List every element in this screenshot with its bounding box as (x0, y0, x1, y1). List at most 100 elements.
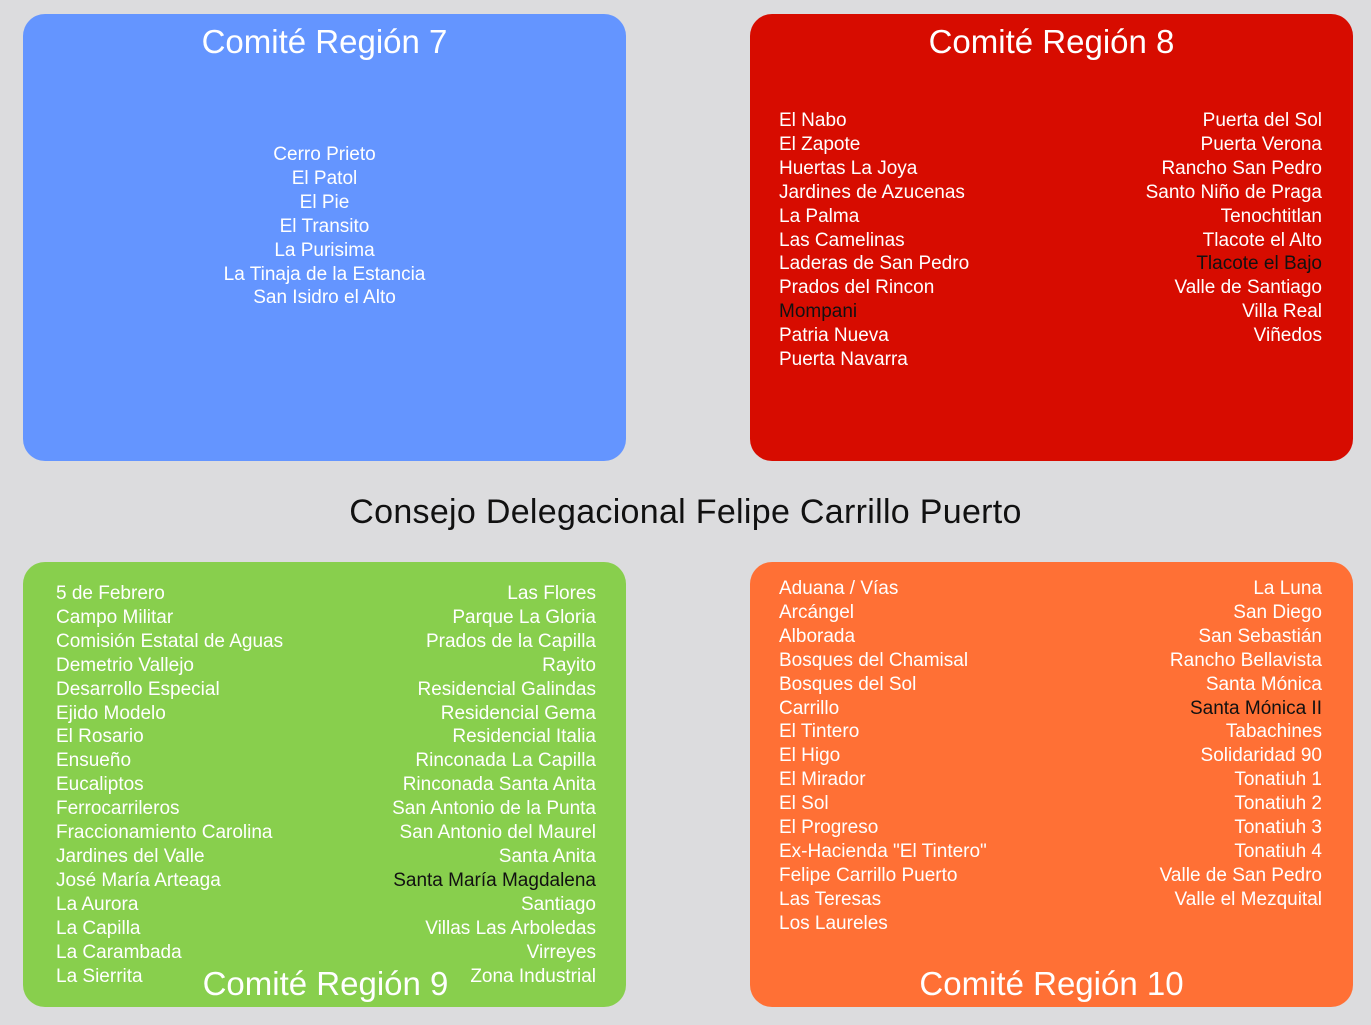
neighborhood-item: Villa Real (1242, 301, 1322, 323)
neighborhood-item: Puerta del Sol (1202, 110, 1322, 131)
region-9-title: Comité Región 9 (202, 965, 449, 1002)
neighborhood-item: Tlacote el Bajo (1196, 253, 1322, 275)
neighborhood-item: Tonatiuh 4 (1234, 840, 1322, 862)
neighborhood-item: Tlacote el Alto (1202, 229, 1322, 251)
neighborhood-item: Rancho Bellavista (1169, 649, 1322, 671)
neighborhood-item: Los Laureles (779, 912, 888, 934)
neighborhood-item: Prados de la Capilla (425, 630, 596, 652)
neighborhood-item: Huertas La Joya (779, 157, 918, 179)
neighborhood-item: Parque La Gloria (452, 606, 596, 628)
neighborhood-item: Bosques del Chamisal (779, 649, 969, 671)
neighborhood-item: Demetrio Vallejo (56, 654, 194, 676)
region-9-left-list: 5 de Febrero Campo Militar Comisión Estata… (56, 582, 283, 988)
neighborhood-item: Prados del Rincon (779, 277, 935, 299)
neighborhood-item: Las Flores (507, 583, 596, 604)
neighborhood-item: Rinconada Santa Anita (402, 774, 596, 796)
neighborhood-item: Bosques del Sol (779, 673, 917, 695)
neighborhood-item: Arcángel (779, 601, 854, 623)
neighborhood-item: El Zapote (779, 133, 861, 155)
region-10-left-list: Aduana / Vías Arcángel Alborada Bosques del… (779, 577, 987, 936)
neighborhood-item: Mompani (779, 301, 858, 323)
neighborhood-item: Felipe Carrillo Puerto (779, 864, 958, 886)
neighborhood-item: El Sol (779, 793, 829, 815)
neighborhood-item: Alborada (779, 625, 856, 647)
neighborhood-item: José María Arteaga (56, 869, 221, 891)
neighborhood-item: Residencial Gema (440, 702, 596, 724)
neighborhood-item: Eucaliptos (56, 774, 144, 796)
region-9-right-list: Las Flores Parque La Gloria Prados de la C… (392, 582, 596, 988)
neighborhood-item: Desarrollo Especial (56, 678, 220, 700)
neighborhood-item: El Higo (779, 745, 841, 767)
region-7-list: Cerro Prieto El Patol El Pie El Transito La … (23, 143, 626, 310)
neighborhood-item: Ejido Modelo (56, 702, 166, 724)
neighborhood-item: Jardines de Azucenas (779, 181, 965, 203)
neighborhood-item: Santa Mónica II (1189, 697, 1322, 719)
neighborhood-item: Villas Las Arboledas (425, 917, 596, 939)
neighborhood-item: Valle de San Pedro (1159, 864, 1322, 886)
neighborhood-item: Santo Niño de Praga (1145, 181, 1322, 203)
neighborhood-item: La Aurora (56, 893, 139, 915)
region-8-right-list: Puerta del Sol Puerta Verona Rancho San Pe… (1146, 109, 1322, 348)
neighborhood-item: San Antonio de la Punta (392, 798, 596, 820)
neighborhood-item: Rinconada La Capilla (415, 750, 596, 772)
neighborhood-item: Tonatiuh 2 (1234, 793, 1322, 815)
neighborhood-item: Rancho San Pedro (1161, 157, 1322, 179)
neighborhood-item: Ex-Hacienda "El Tintero" (779, 840, 987, 862)
neighborhood-item: Laderas de San Pedro (779, 253, 970, 275)
neighborhood-item: El Patol (291, 167, 358, 189)
neighborhood-item: Las Teresas (779, 888, 882, 910)
neighborhood-item: Campo Militar (56, 606, 174, 628)
neighborhood-item: Santa Anita (498, 845, 596, 867)
neighborhood-item: San Antonio del Maurel (399, 822, 596, 844)
region-8-title: Comité Región 8 (928, 23, 1175, 60)
neighborhood-item: Santa María Magdalena (393, 869, 596, 891)
neighborhood-item: El Nabo (779, 110, 847, 131)
region-7-panel: Comité Región 7 Cerro Prieto El Patol El P… (23, 14, 626, 461)
neighborhood-item: Las Camelinas (779, 229, 905, 251)
region-10-right-list: La Luna San Diego San Sebastián Rancho Bell… (1160, 577, 1322, 912)
neighborhood-item: La Carambada (56, 941, 182, 963)
neighborhood-item: Tenochtitlan (1220, 205, 1322, 227)
neighborhood-item: Residencial Galindas (417, 678, 597, 700)
region-7-title: Comité Región 7 (201, 23, 448, 60)
neighborhood-item: El Mirador (779, 769, 866, 791)
neighborhood-item: Puerta Navarra (779, 349, 908, 371)
neighborhood-item: La Purisima (274, 239, 375, 261)
region-8-panel: Comité Región 8 El Nabo El Zapote Huertas … (750, 14, 1353, 461)
neighborhood-item: Santiago (520, 893, 596, 915)
neighborhood-item: Ferrocarrileros (56, 798, 180, 820)
neighborhood-item: La Sierrita (56, 965, 143, 987)
region-10-title: Comité Región 10 (919, 965, 1184, 1002)
neighborhood-item: La Luna (1253, 578, 1322, 599)
neighborhood-item: Valle de Santiago (1174, 277, 1322, 299)
neighborhood-item: La Palma (779, 205, 860, 227)
neighborhood-item: Solidaridad 90 (1200, 745, 1322, 767)
neighborhood-item: Tabachines (1225, 721, 1322, 743)
neighborhood-item: 5 de Febrero (56, 583, 165, 604)
region-8-left-list: El Nabo El Zapote Huertas La Joya Jardines … (779, 109, 969, 372)
neighborhood-item: San Sebastián (1198, 625, 1322, 647)
neighborhood-item: La Tinaja de la Estancia (223, 263, 426, 285)
neighborhood-item: Virreyes (526, 941, 596, 963)
neighborhood-item: Carrillo (779, 697, 840, 719)
neighborhood-item: San Isidro el Alto (253, 287, 396, 309)
neighborhood-item: Patria Nueva (779, 325, 889, 347)
neighborhood-item: San Diego (1233, 601, 1322, 623)
neighborhood-item: Comisión Estatal de Aguas (56, 630, 284, 652)
neighborhood-item: Zona Industrial (470, 965, 596, 987)
neighborhood-item: Residencial Italia (452, 726, 596, 748)
neighborhood-item: Viñedos (1253, 325, 1322, 347)
neighborhood-item: El Tintero (779, 721, 860, 743)
neighborhood-item: El Transito (279, 215, 370, 237)
neighborhood-item: Valle el Mezquital (1174, 888, 1322, 910)
neighborhood-item: Aduana / Vías (779, 578, 899, 599)
neighborhood-item: Tonatiuh 1 (1234, 769, 1322, 791)
region-10-panel: Aduana / Vías Arcángel Alborada Bosques del… (750, 562, 1353, 1007)
neighborhood-item: Ensueño (56, 750, 132, 772)
neighborhood-item: Puerta Verona (1200, 133, 1322, 155)
neighborhood-item: Tonatiuh 3 (1234, 817, 1322, 839)
neighborhood-item: Rayito (542, 654, 596, 676)
neighborhood-item: El Progreso (779, 817, 879, 839)
neighborhood-item: Cerro Prieto (273, 144, 376, 165)
neighborhood-item: Jardines del Valle (56, 845, 205, 867)
